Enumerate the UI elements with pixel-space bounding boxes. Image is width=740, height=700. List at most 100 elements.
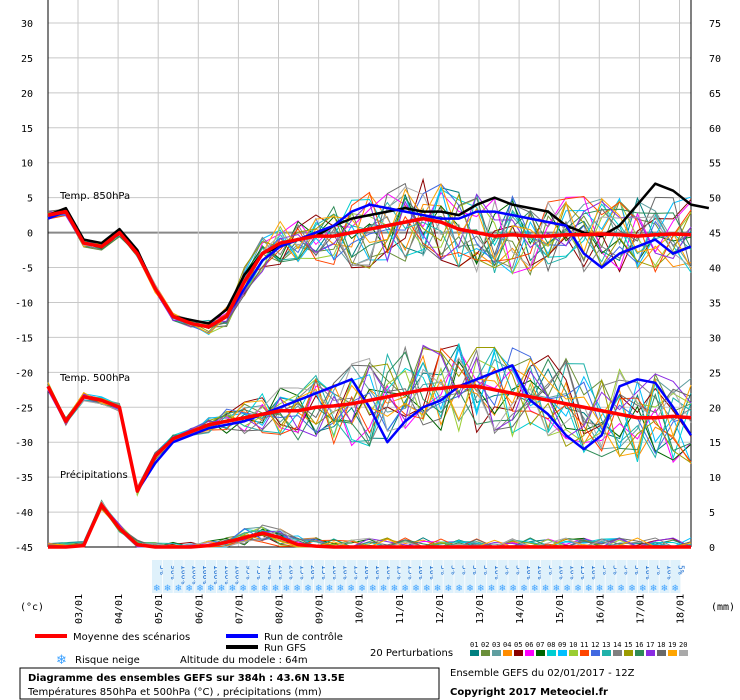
legend-altitude-label: Altitude du modele : 64m (180, 655, 308, 666)
x-tick-label: 17/01 (635, 594, 646, 624)
snow-risk-cell (627, 560, 638, 593)
snow-risk-value: 10% (374, 565, 383, 580)
y-left-tick-label: 5 (27, 194, 33, 205)
snow-risk-value: 5% (504, 565, 513, 575)
y-left-tick-label: -15 (15, 333, 33, 344)
snow-risk-cell (497, 560, 508, 593)
perturbation-code: 10 (569, 641, 577, 649)
snowflake-icon: ❄ (261, 584, 269, 594)
snowflake-icon: ❄ (520, 584, 528, 594)
x-tick-label: 11/01 (395, 594, 406, 624)
snowflake-icon: ❄ (671, 584, 679, 594)
perturbation-swatch (613, 650, 622, 656)
snowflake-icon: ❄ (553, 584, 561, 594)
snow-risk-cell (173, 560, 184, 593)
snow-risk-cell (638, 560, 648, 593)
snow-risk-value: 5% (450, 565, 459, 575)
perturbation-code: 16 (635, 641, 643, 649)
snow-risk-value: 40% (266, 565, 275, 580)
y-left-tick-label: -25 (15, 403, 33, 414)
snow-risk-value: 10% (666, 565, 675, 580)
legend-mean-label: Moyenne des scénarios (73, 631, 190, 643)
snowflake-icon: ❄ (315, 584, 323, 594)
snow-risk-cell (584, 560, 594, 593)
perturbation-code: 12 (591, 641, 599, 649)
legend-snow-label: Risque neige (75, 655, 140, 666)
snowflake-icon: ❄ (196, 584, 204, 594)
t500-control-line (46, 364, 693, 493)
y-left-tick-label: -20 (15, 368, 33, 379)
snow-risk-value: 5% (514, 565, 523, 575)
y-right-tick-label: 65 (709, 89, 721, 100)
perturbation-swatch (569, 650, 578, 656)
snow-risk-cell (465, 560, 476, 593)
x-tick-label: 04/01 (114, 594, 125, 624)
y-right-tick-label: 70 (709, 54, 721, 65)
perturbation-code: 04 (503, 641, 511, 649)
snowflake-icon: ❄ (434, 584, 442, 594)
snow-risk-cell (389, 560, 400, 593)
snow-risk-cell (314, 560, 324, 593)
perturbation-swatch (558, 650, 567, 656)
legend: Moyenne des scénarios Run de contrôle Ru… (35, 631, 688, 668)
snowflake-icon: ❄ (250, 584, 258, 594)
snow-risk-cell (659, 560, 670, 593)
snow-risk-value: 20% (288, 565, 297, 580)
snowflake-icon: ❄ (466, 584, 474, 594)
legend-perturbations-label: 20 Perturbations (370, 648, 453, 659)
snow-risk-cell (422, 560, 432, 593)
snow-risk-value: 10% (493, 565, 502, 580)
x-tick-label: 10/01 (355, 594, 366, 624)
snow-risk-value: 5% (471, 565, 480, 575)
snow-risk-value: 15% (298, 565, 307, 580)
y-left-tick-label: -35 (15, 473, 33, 484)
y-right-tick-label: 20 (709, 403, 721, 414)
snowflake-icon: ❄ (499, 584, 507, 594)
snow-risk-value: 100% (212, 565, 221, 584)
y-right-tick-label: 30 (709, 333, 721, 344)
snowflake-icon: ❄ (326, 584, 334, 594)
snow-risk-cell (303, 560, 314, 593)
snow-risk-cell (249, 560, 260, 593)
snow-risk-cell (605, 560, 616, 593)
snow-risk-value: 15% (320, 565, 329, 580)
main-lines (46, 182, 710, 549)
x-tick-label: 14/01 (515, 594, 526, 624)
snowflake-icon: ❄ (574, 584, 582, 594)
x-tick-label: 06/01 (194, 594, 205, 624)
perturbation-code: 13 (602, 641, 610, 649)
snow-risk-cell (357, 560, 368, 593)
y-left-tick-label: -10 (15, 298, 33, 309)
y-left-tick-label: 10 (21, 159, 33, 170)
perturbation-code: 09 (558, 641, 566, 649)
perturbation-swatch (525, 650, 534, 656)
snowflake-icon: ❄ (488, 584, 496, 594)
snow-risk-cell (281, 560, 292, 593)
snow-risk-value: 10% (525, 565, 534, 580)
snow-risk-cell (346, 560, 357, 593)
perturbation-swatch (624, 650, 633, 656)
snow-risk-cell (227, 560, 238, 593)
grid (47, 0, 692, 548)
snowflake-icon: ❄ (661, 584, 669, 594)
snow-risk-cell (292, 560, 303, 593)
snow-risk-value: 10% (590, 565, 599, 580)
snow-risk-value: 95% (244, 565, 253, 580)
snowflake-icon: ❄ (380, 584, 388, 594)
snow-risk-cell (594, 560, 605, 593)
snowflake-icon: ❄ (229, 584, 237, 594)
x-axis-labels: 03/01 04/01 05/01 06/01 07/01 08/01 09/01 10/01… (74, 594, 687, 624)
snow-risk-value: 10% (568, 565, 577, 580)
snow-risk-value: 10% (428, 565, 437, 580)
snow-risk-value: 5% (601, 565, 610, 575)
snowflake-icon: ❄ (153, 584, 161, 594)
snow-risk-value: 10% (331, 565, 340, 580)
snow-risk-cell (616, 560, 627, 593)
snowflake-icon: ❄ (304, 584, 312, 594)
x-tick-label: 05/01 (154, 594, 165, 624)
snowflake-icon: ❄ (337, 584, 345, 594)
perturbation-code: 07 (536, 641, 544, 649)
snow-risk-cell (486, 560, 497, 593)
snow-risk-cell (238, 560, 249, 593)
snow-risk-cell (335, 560, 346, 593)
